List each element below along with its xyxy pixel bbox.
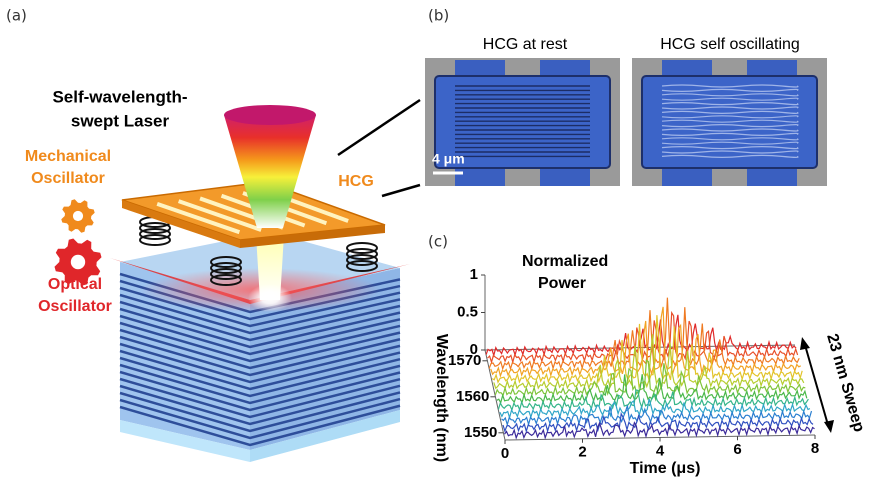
x-tick-label: 0: [501, 445, 509, 462]
x-tick-label: 8: [811, 440, 819, 457]
x-tick-label: 2: [578, 444, 586, 461]
glow: [248, 284, 292, 312]
trace: [505, 423, 815, 438]
x-tick-label: 4: [656, 442, 665, 459]
gear-hole: [73, 211, 83, 221]
zoom-line: [382, 185, 420, 196]
y-tick-label: 1550: [464, 424, 497, 441]
beam-cone-top: [224, 105, 316, 125]
arrow-head: [800, 337, 810, 350]
z-axis-label: Normalized: [522, 253, 608, 270]
panel-label: (a): [6, 7, 27, 25]
z-tick-label: 0: [470, 341, 478, 358]
sweep-arrow: [805, 345, 828, 425]
z-tick-label: 1: [470, 266, 478, 283]
sweep-label: 23 nm Sweep: [823, 332, 867, 434]
panel-label: (c): [428, 233, 448, 251]
optical-label: Oscillator: [38, 298, 112, 315]
panel-label: (b): [428, 7, 449, 25]
z-tick-label: 0.5: [457, 303, 478, 320]
scale-bar-label: 4 μm: [432, 151, 465, 167]
title: swept Laser: [71, 111, 170, 130]
mechanical-label: Mechanical: [25, 148, 111, 165]
image-caption: HCG self oscillating: [660, 36, 800, 53]
trace: [500, 399, 810, 418]
gear-hole: [71, 255, 85, 269]
optical-label: Optical: [48, 276, 102, 293]
arrow-head: [824, 420, 834, 433]
z-axis-label: Power: [538, 275, 586, 292]
y-tick-label: 1560: [456, 388, 489, 405]
mechanical-label: Oscillator: [31, 170, 105, 187]
x-axis-label: Time (μs): [630, 460, 701, 477]
figure: (a) (b) (c) Self-wavelength- swept Laser…: [0, 0, 871, 483]
title: Self-wavelength-: [52, 87, 187, 106]
hcg-label: HCG: [338, 173, 374, 190]
zoom-line: [338, 100, 420, 155]
x-tick-label: 6: [733, 441, 741, 458]
image-caption: HCG at rest: [483, 36, 568, 53]
y-axis-label: Wavelength (nm): [433, 334, 450, 462]
